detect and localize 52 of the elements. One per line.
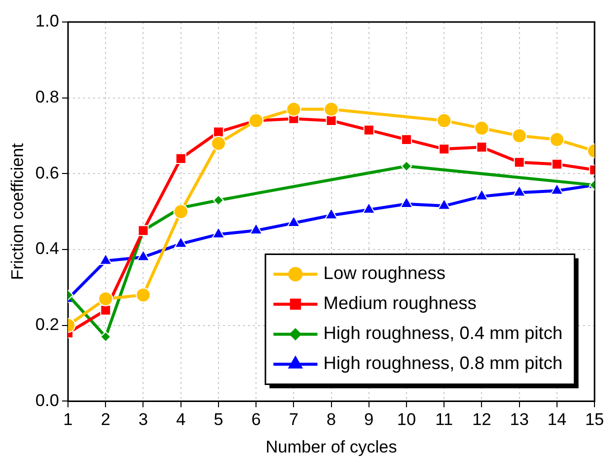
legend-label: High roughness, 0.4 mm pitch bbox=[323, 323, 563, 344]
point bbox=[363, 124, 374, 136]
point bbox=[512, 128, 527, 144]
x-tick-label: 7 bbox=[288, 410, 298, 430]
x-tick-label: 6 bbox=[251, 410, 261, 430]
x-tick-label: 14 bbox=[547, 410, 566, 430]
x-tick-label: 10 bbox=[397, 410, 416, 430]
y-tick-label: 0.0 bbox=[35, 390, 60, 410]
x-tick-label: 5 bbox=[214, 410, 224, 430]
x-tick-label: 12 bbox=[472, 410, 492, 430]
y-axis-title: Friction coefficient bbox=[8, 142, 27, 280]
point bbox=[173, 204, 188, 220]
point bbox=[474, 120, 490, 136]
point bbox=[286, 102, 302, 117]
legend-label: Medium roughness bbox=[323, 293, 477, 314]
point bbox=[212, 194, 224, 206]
x-axis-title: Number of cycles bbox=[266, 437, 397, 456]
legend-label: High roughness, 0.8 mm pitch bbox=[323, 353, 563, 374]
x-tick-label: 8 bbox=[326, 410, 336, 430]
point bbox=[438, 144, 450, 154]
point bbox=[98, 291, 114, 306]
x-tick-label: 4 bbox=[176, 410, 186, 430]
x-tick-label: 1 bbox=[63, 410, 73, 430]
y-tick-label: 0.4 bbox=[35, 239, 60, 258]
point bbox=[401, 160, 412, 172]
point bbox=[250, 223, 263, 235]
y-tick-label: 0.8 bbox=[35, 88, 60, 107]
point bbox=[549, 132, 564, 148]
x-tick-label: 9 bbox=[364, 410, 374, 430]
point bbox=[213, 126, 224, 138]
point bbox=[100, 304, 112, 316]
x-tick-label: 13 bbox=[510, 410, 529, 430]
x-tick-label: 3 bbox=[138, 410, 148, 430]
y-tick-label: 0.6 bbox=[35, 163, 60, 182]
point bbox=[476, 142, 488, 153]
point bbox=[100, 331, 112, 342]
x-tick-label: 2 bbox=[100, 410, 110, 430]
point bbox=[324, 102, 339, 117]
x-tick-label: 15 bbox=[585, 410, 604, 430]
point bbox=[436, 113, 452, 128]
point bbox=[401, 134, 412, 145]
point bbox=[400, 196, 414, 208]
legend-label: Low roughness bbox=[323, 263, 446, 284]
x-tick-label: 11 bbox=[435, 410, 453, 430]
point bbox=[514, 156, 525, 168]
point bbox=[210, 136, 226, 151]
point bbox=[175, 153, 186, 164]
point bbox=[551, 158, 562, 170]
point bbox=[136, 288, 151, 303]
point bbox=[136, 250, 150, 262]
y-tick-label: 1.0 bbox=[35, 12, 60, 31]
y-tick-label: 0.2 bbox=[35, 315, 60, 334]
